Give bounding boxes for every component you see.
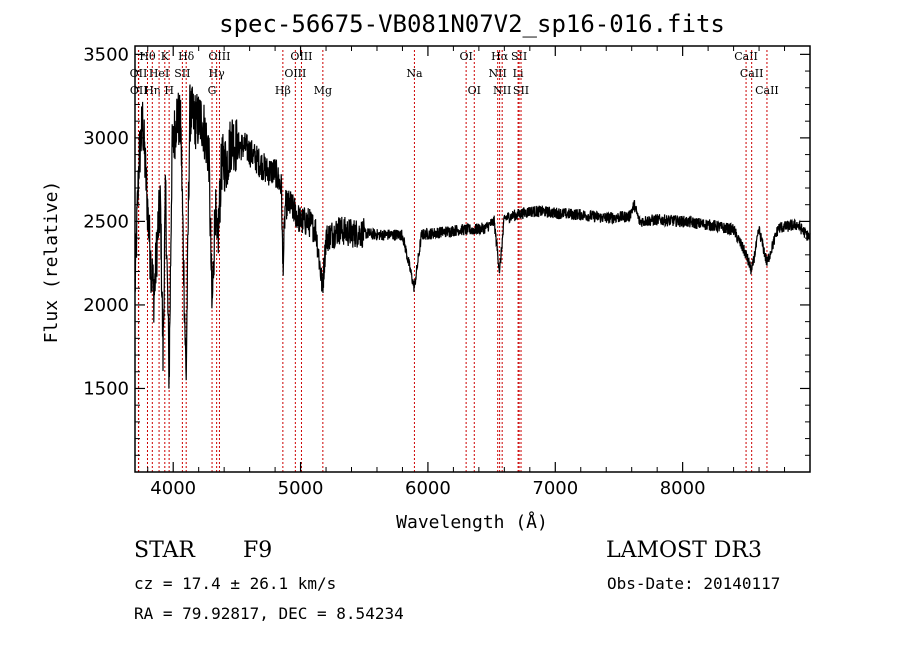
y-tick-label: 2500 bbox=[83, 211, 129, 232]
line-marker-label: SII bbox=[511, 50, 527, 63]
line-marker-label: NII bbox=[493, 84, 511, 97]
line-marker-label: G bbox=[208, 84, 217, 97]
line-marker-label: SII bbox=[174, 67, 190, 80]
chart-title: spec-56675-VB081N07V2_sp16-016.fits bbox=[219, 10, 725, 38]
line-marker-label: Li bbox=[513, 67, 524, 80]
line-marker-label: Hδ bbox=[178, 50, 195, 63]
y-tick-label: 3000 bbox=[83, 128, 129, 149]
plot-frame bbox=[134, 45, 811, 473]
line-marker-label: HeI bbox=[149, 67, 169, 80]
line-marker-label: CaII bbox=[740, 67, 764, 80]
line-marker-label: OIII bbox=[208, 50, 230, 63]
observation-date: Obs-Date: 20140117 bbox=[607, 574, 781, 593]
line-marker-label: Na bbox=[406, 67, 423, 80]
spectrum-line bbox=[134, 84, 811, 389]
line-marker-label: Hα bbox=[491, 50, 509, 63]
line-marker-label: CaII bbox=[734, 50, 758, 63]
x-tick-label: 5000 bbox=[278, 478, 324, 499]
x-tick-label: 4000 bbox=[150, 478, 196, 499]
line-marker-label: Hγ bbox=[209, 67, 226, 80]
y-axis-label: Flux (relative) bbox=[41, 181, 62, 344]
y-tick-label: 3500 bbox=[83, 44, 129, 65]
object-class: STAR bbox=[134, 538, 195, 563]
survey-name: LAMOST DR3 bbox=[606, 538, 762, 563]
x-tick-label: 6000 bbox=[405, 478, 451, 499]
x-tick-label: 7000 bbox=[532, 478, 578, 499]
ra-dec-coordinates: RA = 79.92817, DEC = 8.54234 bbox=[134, 604, 404, 623]
x-axis-ticks: 4000 5000 6000 7000 8000 bbox=[147, 46, 786, 499]
line-marker-label: OIII bbox=[284, 67, 306, 80]
line-marker-label: K bbox=[161, 50, 170, 63]
y-tick-label: 1500 bbox=[83, 378, 129, 399]
line-marker-label: OI bbox=[459, 50, 472, 63]
x-axis-label: Wavelength (Å) bbox=[396, 511, 548, 533]
y-tick-label: 2000 bbox=[83, 295, 129, 316]
y-axis-ticks: 1500 2000 2500 3000 3500 bbox=[83, 44, 810, 456]
x-tick-label: 8000 bbox=[660, 478, 706, 499]
line-marker-label: Hη bbox=[144, 84, 160, 97]
line-marker-label: Mg bbox=[314, 84, 332, 97]
line-marker-label: OI bbox=[468, 84, 481, 97]
line-marker-label: OII bbox=[130, 67, 148, 80]
redshift-cz: cz = 17.4 ± 26.1 km/s bbox=[134, 574, 337, 593]
line-marker-label: H bbox=[164, 84, 174, 97]
line-marker-label: CaII bbox=[755, 84, 779, 97]
line-marker-label: Hβ bbox=[275, 84, 291, 97]
line-marker-label: NII bbox=[489, 67, 507, 80]
line-marker-label: Hθ bbox=[139, 50, 156, 63]
line-markers: OIIOIIHθHηHeIKHSIIHδGHγOIIIHβOIIIOIIIMgN… bbox=[130, 50, 779, 472]
object-subclass: F9 bbox=[243, 538, 273, 563]
line-marker-label: OIII bbox=[290, 50, 312, 63]
line-marker-label: SII bbox=[513, 84, 529, 97]
